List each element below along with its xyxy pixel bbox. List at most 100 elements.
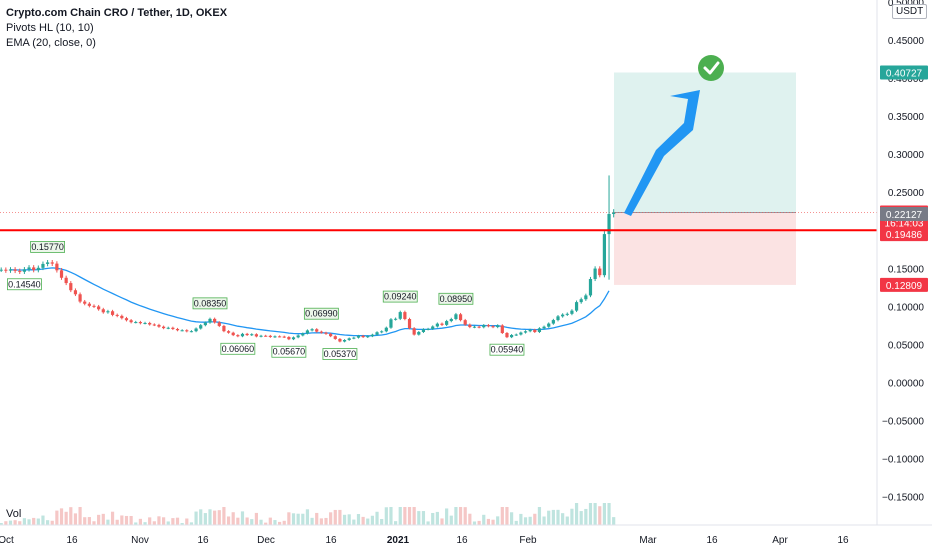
candle-body bbox=[87, 303, 91, 306]
volume-bar bbox=[264, 522, 268, 525]
volume-bar bbox=[389, 507, 393, 525]
candle-body bbox=[394, 318, 398, 320]
candle-body bbox=[523, 331, 528, 333]
pivot-label-box bbox=[192, 297, 228, 310]
volume-bar bbox=[468, 513, 472, 525]
pivot-label-box bbox=[489, 343, 525, 356]
y-tick-label: −0.15000 bbox=[882, 493, 924, 504]
volume-bar bbox=[510, 512, 514, 525]
candle-body bbox=[598, 268, 602, 276]
indicator-ema[interactable]: EMA (20, close, 0) bbox=[6, 37, 96, 49]
price-tag bbox=[880, 227, 928, 242]
candle-body bbox=[445, 321, 449, 325]
candle-body bbox=[199, 325, 203, 329]
candle-body bbox=[579, 299, 583, 303]
x-tick-label: Apr bbox=[772, 535, 788, 546]
volume-bar bbox=[208, 509, 212, 525]
candle-body bbox=[528, 329, 532, 332]
price-axis[interactable]: 0.500000.450000.400000.350000.300000.250… bbox=[876, 0, 928, 525]
ema-series bbox=[10, 267, 610, 337]
candle-body bbox=[278, 336, 282, 338]
volume-bar bbox=[523, 517, 528, 525]
volume-bar bbox=[32, 517, 36, 525]
candle-body bbox=[296, 335, 300, 338]
candle-body bbox=[148, 322, 152, 325]
x-tick-label: Feb bbox=[519, 535, 537, 546]
candle-body bbox=[217, 322, 221, 326]
volume-bar bbox=[370, 515, 374, 525]
symbol-title[interactable]: Crypto.com Chain CRO / Tether, 1D, OKEX bbox=[6, 7, 228, 19]
candle-body bbox=[185, 330, 189, 332]
volume-bar bbox=[189, 522, 194, 525]
volume-bar bbox=[106, 519, 110, 525]
y-tick-label: 0.25000 bbox=[888, 188, 925, 199]
y-tick-label: 0.45000 bbox=[888, 36, 925, 47]
volume-bar bbox=[607, 503, 611, 525]
indicator-pivots[interactable]: Pivots HL (10, 10) bbox=[6, 22, 94, 34]
currency-badge[interactable]: USDT bbox=[892, 4, 928, 19]
candle-body bbox=[305, 330, 310, 334]
volume-bar bbox=[333, 509, 337, 525]
volume-bar bbox=[565, 516, 569, 525]
candle-body bbox=[514, 334, 518, 336]
volume-bar bbox=[231, 512, 235, 525]
volume-bar bbox=[593, 503, 597, 525]
candle-body bbox=[561, 314, 565, 317]
candle-body bbox=[83, 301, 87, 304]
volume-bar bbox=[259, 519, 263, 525]
pivot-label-text: 0.05370 bbox=[324, 349, 357, 359]
y-tick-label: −0.10000 bbox=[882, 454, 924, 465]
volume-bar bbox=[222, 507, 226, 525]
volume-label[interactable]: Vol bbox=[6, 508, 22, 520]
volume-bar bbox=[250, 519, 254, 525]
candle-body bbox=[27, 267, 31, 270]
volume-bar bbox=[384, 507, 388, 525]
candle-body bbox=[361, 335, 365, 338]
volume-bar bbox=[83, 517, 87, 525]
volume-bar bbox=[356, 514, 361, 525]
volume-bar bbox=[291, 513, 296, 525]
pivot-label-text: 0.08950 bbox=[440, 294, 473, 304]
candle-body bbox=[273, 336, 277, 338]
candle-body bbox=[291, 337, 296, 340]
candle-body bbox=[231, 332, 235, 336]
volume-bar bbox=[380, 518, 384, 525]
x-tick-label: 16 bbox=[197, 535, 209, 546]
time-axis[interactable]: Oct 16 Nov 16 Dec 16 2021 16 Feb Mar 16 Apr 16 bbox=[0, 524, 932, 546]
volume-bar bbox=[407, 507, 412, 525]
volume-bar bbox=[366, 518, 370, 525]
volume-bar bbox=[166, 521, 170, 525]
candle-body bbox=[431, 326, 435, 329]
candle-body bbox=[458, 314, 463, 321]
check-mark bbox=[703, 61, 720, 75]
candle-body bbox=[240, 333, 245, 337]
candle-body bbox=[537, 328, 542, 333]
volume-bar bbox=[13, 520, 17, 525]
candle-body bbox=[324, 332, 328, 334]
volume-bar bbox=[282, 520, 286, 525]
volume-bar bbox=[18, 521, 22, 525]
volume-bar bbox=[435, 511, 439, 525]
candle-body bbox=[171, 327, 175, 329]
candle-body bbox=[574, 302, 579, 311]
position-zones bbox=[0, 72, 877, 285]
candle-body bbox=[519, 332, 523, 335]
candle-body bbox=[380, 331, 384, 333]
candle-body bbox=[213, 318, 217, 323]
x-tick-label: 2021 bbox=[387, 535, 410, 546]
candle-body bbox=[570, 310, 574, 314]
candle-body bbox=[338, 338, 342, 342]
pivot-label-text: 0.06060 bbox=[222, 344, 255, 354]
volume-bar bbox=[454, 507, 458, 525]
volume-bar bbox=[148, 517, 152, 525]
volume-bar bbox=[394, 521, 398, 525]
x-tick-label: 16 bbox=[66, 535, 78, 546]
candle-body bbox=[92, 305, 96, 307]
y-tick-label: −0.05000 bbox=[882, 416, 924, 427]
candle-body bbox=[542, 326, 546, 329]
volume-bar bbox=[588, 503, 593, 525]
volume-bar bbox=[36, 518, 40, 525]
volume-bar bbox=[4, 521, 8, 525]
candle-body bbox=[180, 330, 184, 332]
